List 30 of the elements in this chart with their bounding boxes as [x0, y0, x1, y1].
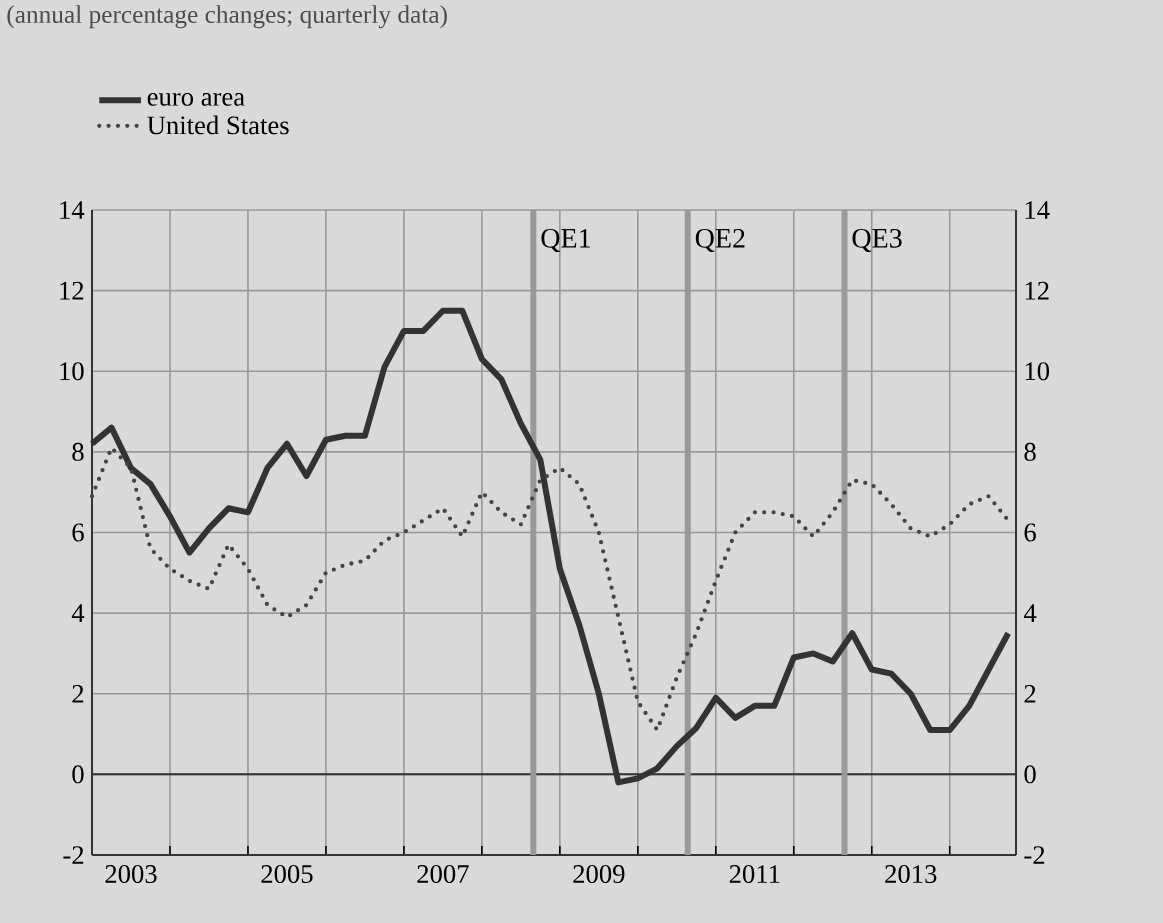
ref-line-label: QE2: [695, 228, 745, 252]
y2-tick-label: 0: [1024, 765, 1036, 784]
ref-line-label: QE1: [541, 228, 590, 252]
y2-tick-label: -2: [1024, 846, 1045, 864]
y-tick-label: -2: [63, 846, 84, 864]
y-tick-label: 8: [72, 442, 84, 461]
y2-tick-label: 6: [1024, 523, 1036, 542]
y2-tick-label: 14: [1025, 201, 1050, 219]
chart-title: (annual percentage changes; quarterly data): [7, 5, 447, 29]
y-tick-label: 6: [72, 523, 84, 542]
y-tick-label: 0: [72, 765, 84, 784]
y-tick-label: 2: [72, 684, 84, 703]
y2-tick-label: 8: [1024, 442, 1036, 461]
y-tick-label: 12: [60, 281, 84, 300]
x-tick-label: 2005: [261, 865, 313, 884]
legend-label: euro area: [147, 93, 245, 106]
x-tick-label: 2007: [417, 865, 469, 884]
ref-line-label: QE3: [852, 228, 902, 252]
y2-tick-label: 12: [1025, 281, 1049, 300]
x-tick-label: 2013: [885, 865, 937, 884]
y-tick-label: 10: [60, 362, 84, 381]
x-tick-label: 2009: [573, 865, 625, 884]
y2-tick-label: 2: [1024, 684, 1036, 703]
legend-label: United States: [147, 115, 289, 135]
y2-tick-label: 10: [1025, 362, 1050, 381]
x-tick-label: 2011: [729, 865, 780, 884]
y-tick-label: 4: [71, 604, 85, 622]
y2-tick-label: 4: [1023, 604, 1037, 622]
y-tick-label: 14: [60, 201, 85, 219]
x-tick-label: 2003: [105, 865, 157, 884]
